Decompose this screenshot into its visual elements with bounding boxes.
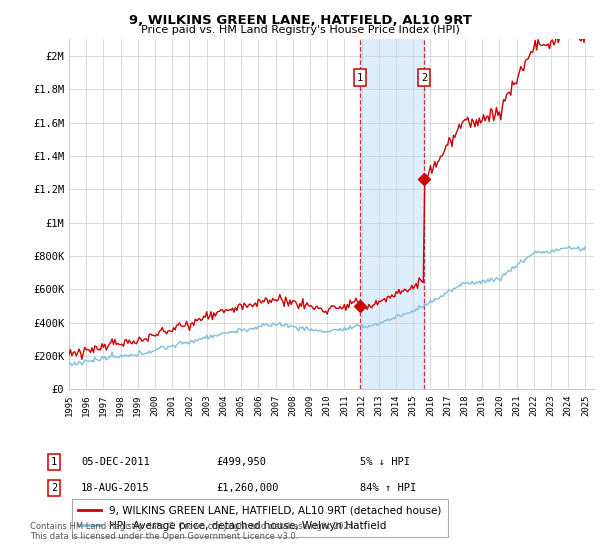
Text: Price paid vs. HM Land Registry's House Price Index (HPI): Price paid vs. HM Land Registry's House … [140, 25, 460, 35]
Text: £499,950: £499,950 [216, 457, 266, 467]
Text: 5% ↓ HPI: 5% ↓ HPI [360, 457, 410, 467]
Text: Contains HM Land Registry data © Crown copyright and database right 2024.
This d: Contains HM Land Registry data © Crown c… [30, 522, 356, 542]
Text: 9, WILKINS GREEN LANE, HATFIELD, AL10 9RT: 9, WILKINS GREEN LANE, HATFIELD, AL10 9R… [128, 14, 472, 27]
Text: 05-DEC-2011: 05-DEC-2011 [81, 457, 150, 467]
Legend: 9, WILKINS GREEN LANE, HATFIELD, AL10 9RT (detached house), HPI: Average price, : 9, WILKINS GREEN LANE, HATFIELD, AL10 9R… [71, 500, 448, 537]
Text: 1: 1 [357, 73, 364, 82]
Text: 18-AUG-2015: 18-AUG-2015 [81, 483, 150, 493]
Bar [360, 39, 424, 389]
Text: 2: 2 [51, 483, 57, 493]
Text: £1,260,000: £1,260,000 [216, 483, 278, 493]
Text: 1: 1 [51, 457, 57, 467]
Text: 2: 2 [421, 73, 427, 82]
Text: 84% ↑ HPI: 84% ↑ HPI [360, 483, 416, 493]
